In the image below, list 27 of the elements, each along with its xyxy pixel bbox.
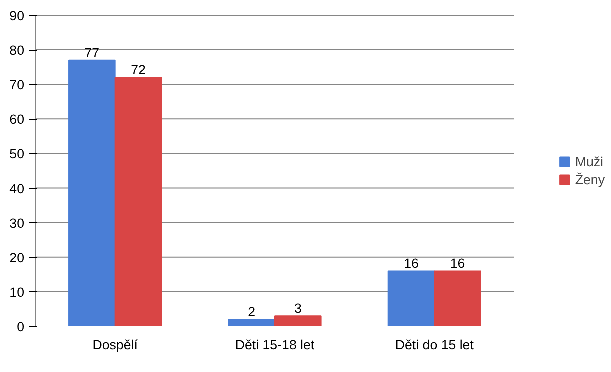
data-label: 77 <box>84 45 100 60</box>
data-label: 16 <box>404 256 419 272</box>
y-tick-label: 20 <box>10 250 25 266</box>
bar <box>68 60 116 326</box>
bar <box>388 270 436 326</box>
x-tick-label: Dospělí <box>92 338 138 352</box>
x-tick-label: Děti 15-18 let <box>235 338 315 352</box>
data-label: 2 <box>248 304 256 320</box>
legend-label: Ženy <box>575 172 605 187</box>
y-tick-label: 70 <box>10 78 25 93</box>
y-tick-label: 50 <box>10 146 25 162</box>
data-label: 3 <box>294 301 302 316</box>
bar <box>434 270 482 326</box>
y-tick-label: 80 <box>10 43 25 58</box>
bar <box>114 77 162 326</box>
y-tick-label: 30 <box>10 216 25 231</box>
bar <box>274 316 322 326</box>
y-tick-label: 40 <box>10 181 25 196</box>
legend-label: Muži <box>575 154 604 169</box>
bar <box>228 319 276 326</box>
x-tick-label: Děti do 15 let <box>395 338 474 352</box>
data-label: 72 <box>131 62 146 78</box>
data-label: 16 <box>450 256 466 272</box>
y-tick-label: 60 <box>10 112 25 128</box>
y-tick-label: 0 <box>17 320 25 334</box>
y-tick-label: 90 <box>10 8 25 24</box>
y-tick-label: 10 <box>10 284 25 300</box>
